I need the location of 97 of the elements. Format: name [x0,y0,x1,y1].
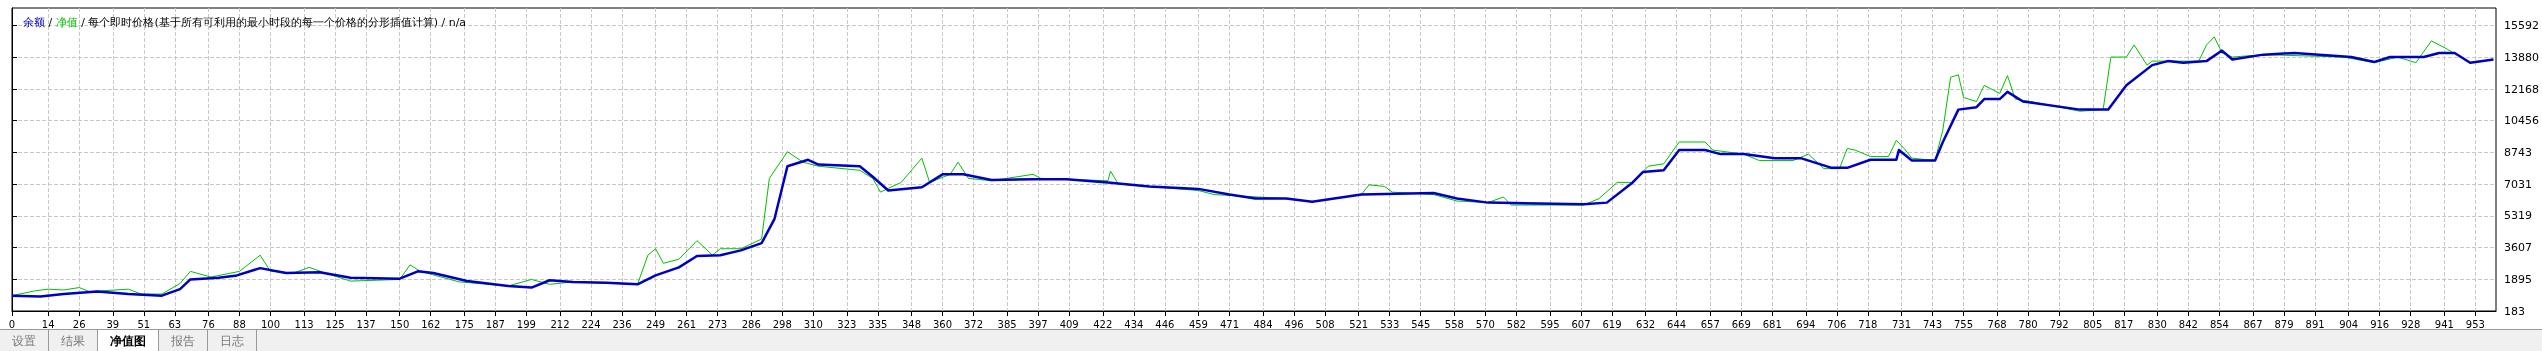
x-tick-label: 125 [325,318,345,330]
x-tick-label: 768 [1987,318,2007,330]
x-tick-label: 916 [2370,318,2390,330]
x-tick-label: 286 [741,318,761,330]
text: 净值图 [98,330,159,351]
x-tick-label: 792 [2049,318,2069,330]
x-tick-label: 39 [106,318,120,330]
text: 日志 [208,330,257,351]
x-tick-label: 570 [1475,318,1495,330]
text: / [45,16,56,29]
x-tick-label: 731 [1891,318,1912,330]
x-tick-label: 261 [677,318,697,330]
text: 余额 [23,16,45,29]
x-tick-label: 582 [1506,318,1526,330]
y-tick-label: 5319 [2504,209,2533,223]
x-tick-label: 718 [1858,318,1878,330]
x-tick-label: 879 [2274,318,2294,330]
y-tick-label: 1895 [2504,272,2533,286]
x-tick-label: 644 [1667,318,1687,330]
x-tick-label: 558 [1444,318,1464,330]
x-tick-label: 360 [932,318,953,330]
x-tick-label: 521 [1349,318,1369,330]
y-tick-label: 7031 [2504,177,2533,191]
x-tick-label: 323 [837,318,857,330]
x-tick-label: 706 [1827,318,1847,330]
x-tick-label: 298 [772,318,792,330]
x-tick-label: 88 [233,318,246,330]
x-tick-label: 941 [2434,318,2454,330]
x-tick-label: 162 [421,318,441,330]
x-tick-label: 0 [8,318,16,330]
x-tick-label: 595 [1540,318,1560,330]
x-tick-label: 830 [2147,318,2167,330]
x-tick-label: 681 [1762,318,1782,330]
x-tick-label: 249 [646,318,666,330]
x-tick-label: 372 [964,318,984,330]
x-tick-label: 212 [550,318,570,330]
x-tick-label: 891 [2305,318,2325,330]
text: 结果 [49,330,98,351]
x-tick-label: 175 [454,318,474,330]
x-tick-label: 409 [1059,318,1079,330]
x-tick-label: 51 [137,318,151,330]
x-tick-label: 422 [1093,318,1113,330]
x-tick-label: 953 [2465,318,2485,330]
x-tick-label: 805 [2083,318,2103,330]
x-tick-label: 817 [2114,318,2134,330]
x-tick-label: 224 [581,318,601,330]
y-tick-label: 13880 [2504,50,2540,64]
x-tick-label: 632 [1636,318,1656,330]
x-tick-label: 545 [1411,318,1431,330]
y-tick-label: 10456 [2504,114,2540,128]
x-tick-label: 471 [1219,318,1239,330]
x-tick-label: 669 [1731,318,1751,330]
x-tick-label: 904 [2339,318,2359,330]
x-tick-label: 854 [2209,318,2229,330]
x-tick-label: 607 [1571,318,1591,330]
x-tick-label: 496 [1284,318,1304,330]
x-tick-label: 335 [868,318,888,330]
x-tick-label: 928 [2401,318,2421,330]
y-tick-label: 3607 [2504,241,2533,255]
x-tick-label: 755 [1953,318,1974,330]
x-tick-label: 484 [1253,318,1273,330]
x-tick-label: 150 [390,318,410,330]
x-tick-label: 743 [1922,318,1943,330]
x-tick-label: 76 [202,318,215,330]
x-tick-label: 236 [612,318,632,330]
x-tick-label: 780 [2018,318,2038,330]
y-tick-label: 15592 [2504,19,2540,33]
x-tick-label: 508 [1315,318,1335,330]
x-tick-label: 397 [1028,318,1048,330]
x-tick-label: 348 [901,318,922,330]
x-tick-label: 446 [1155,318,1175,330]
x-tick-label: 694 [1796,318,1816,330]
x-tick-label: 100 [260,318,281,330]
text: 设置 [0,330,49,351]
y-tick-label: 12168 [2504,82,2540,96]
x-tick-label: 619 [1602,318,1622,330]
text: 报告 [159,330,208,351]
x-tick-label: 26 [72,318,86,330]
x-tick-label: 14 [41,318,55,330]
x-tick-label: 533 [1380,318,1400,330]
x-tick-label: 434 [1124,318,1144,330]
x-tick-label: 187 [485,318,505,330]
x-tick-label: 137 [356,318,376,330]
x-tick-label: 199 [516,318,536,330]
x-tick-label: 459 [1188,318,1208,330]
x-tick-label: 310 [803,318,823,330]
x-tick-label: 657 [1700,318,1720,330]
y-tick-label: 183 [2504,304,2526,318]
x-tick-label: 273 [708,318,728,330]
text: / 每个即时价格(基于所有可利用的最小时段的每一个价格的分形插值计算) / n/a [77,16,467,29]
x-tick-label: 385 [997,318,1017,330]
x-tick-label: 867 [2243,318,2263,330]
text: 净值 [55,16,78,29]
x-tick-label: 842 [2178,318,2198,330]
x-tick-label: 113 [294,318,314,330]
x-tick-label: 63 [168,318,182,330]
y-tick-label: 8743 [2504,145,2533,159]
